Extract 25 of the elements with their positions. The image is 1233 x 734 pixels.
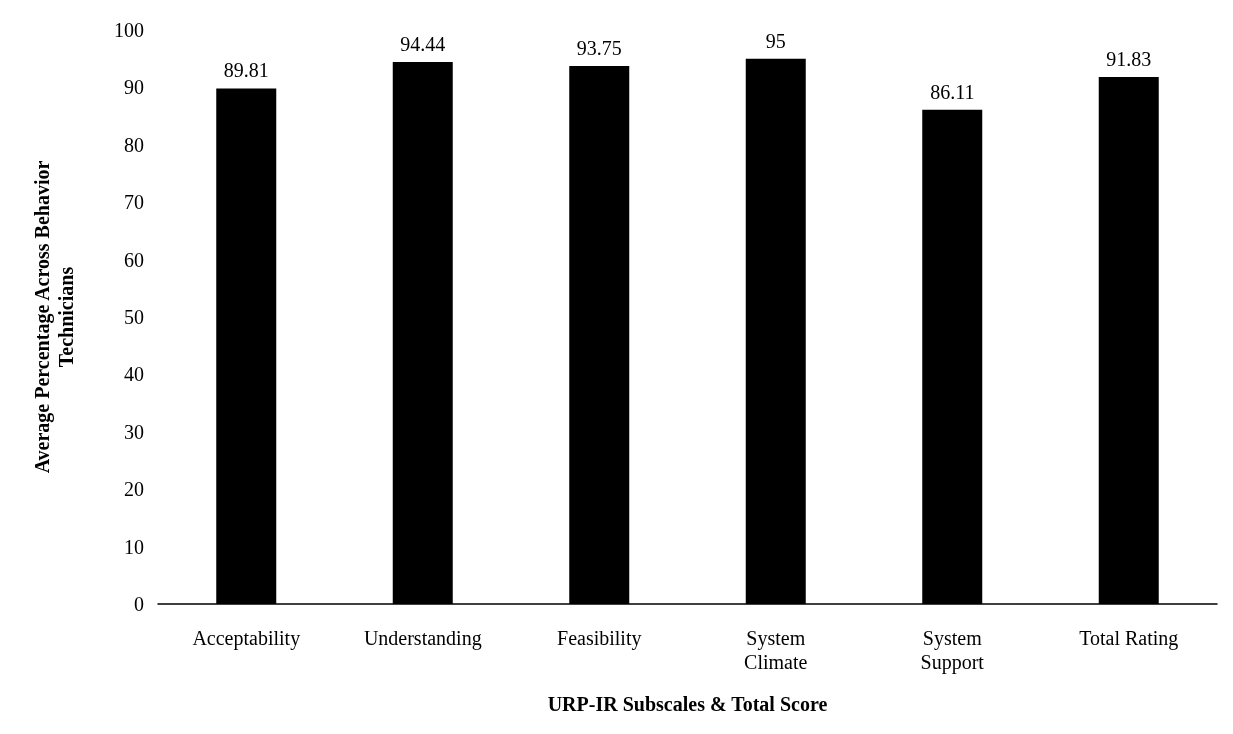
y-tick-label: 60 bbox=[124, 248, 144, 271]
y-tick-label: 50 bbox=[124, 306, 144, 328]
data-label: 89.81 bbox=[223, 59, 269, 82]
data-label: 93.75 bbox=[576, 36, 622, 59]
x-tick-label: Feasibility bbox=[557, 627, 642, 650]
x-tick-label: System Support bbox=[920, 627, 985, 674]
y-tick-label: 10 bbox=[124, 535, 144, 558]
y-tick-label: 0 bbox=[134, 593, 144, 615]
y-tick-label: 90 bbox=[124, 76, 144, 99]
y-tick-label: 80 bbox=[124, 133, 144, 156]
y-tick-label: 100 bbox=[114, 19, 144, 41]
x-tick-label: System Climate bbox=[744, 627, 808, 673]
y-tick-label: 30 bbox=[124, 420, 144, 443]
data-label: 94.44 bbox=[400, 32, 446, 55]
y-axis-title: Average Percentage Across Behavior Technicians bbox=[31, 160, 77, 474]
y-tick-label: 70 bbox=[124, 191, 144, 214]
data-label: 91.83 bbox=[1106, 47, 1152, 70]
y-tick-label: 40 bbox=[124, 363, 144, 386]
y-tick-label: 20 bbox=[124, 478, 144, 501]
x-axis-title: URP-IR Subscales & Total Score bbox=[547, 693, 828, 715]
x-tick-label: Total Rating bbox=[1079, 627, 1179, 650]
x-tick-label: Understanding bbox=[363, 627, 482, 650]
data-label: 95 bbox=[765, 29, 786, 52]
x-tick-label: Acceptability bbox=[192, 627, 301, 650]
data-label: 86.11 bbox=[930, 80, 975, 103]
